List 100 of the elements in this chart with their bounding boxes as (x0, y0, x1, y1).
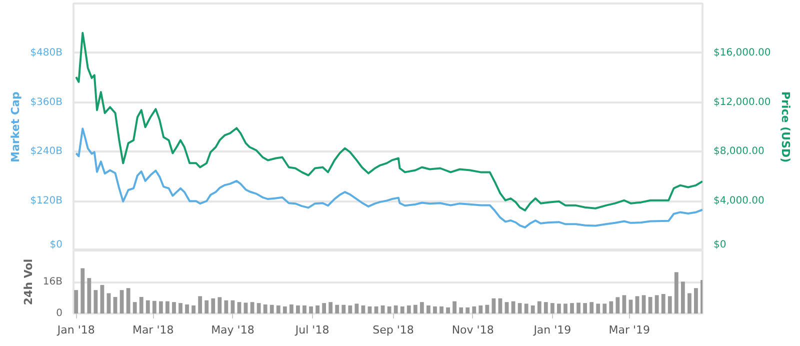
bar (354, 304, 359, 314)
bar (394, 305, 398, 314)
bar (342, 304, 346, 314)
y-tick-label: 16B (42, 276, 63, 288)
bar (674, 272, 678, 314)
bar (139, 296, 144, 314)
bar (590, 302, 594, 314)
bar (146, 300, 150, 314)
line-series (75, 32, 702, 212)
bar (406, 305, 411, 314)
bar (556, 304, 561, 314)
bar (530, 305, 535, 314)
bar (420, 302, 424, 314)
bar (335, 304, 340, 314)
x-tick-label: Jan '18 (56, 324, 95, 336)
bar (185, 304, 189, 314)
bar (152, 300, 156, 314)
x-tick-label: Jul '18 (294, 324, 330, 336)
bar (564, 304, 568, 314)
bar (400, 306, 404, 314)
bar (126, 288, 130, 314)
bar (668, 296, 672, 314)
bar (687, 293, 692, 314)
bar (426, 305, 430, 314)
y-tick-label: $480B (30, 47, 63, 58)
bar (635, 296, 640, 314)
y-axis-title: 24h Vol (22, 258, 35, 306)
bar (504, 302, 509, 314)
bar (132, 302, 137, 314)
bar (166, 301, 170, 314)
bar (244, 302, 248, 314)
bar (158, 301, 163, 314)
line-series (75, 128, 702, 228)
bar (289, 304, 294, 314)
bar (106, 293, 111, 314)
bar (550, 303, 554, 314)
bar (237, 302, 242, 314)
bar (628, 300, 633, 314)
bar (218, 297, 222, 314)
bar (282, 306, 287, 314)
y-axis-title: Market Cap (9, 92, 22, 162)
bar (472, 306, 476, 314)
x-tick-label: Sep '18 (372, 324, 414, 336)
bar (94, 290, 98, 314)
bar (524, 304, 528, 314)
bar (361, 305, 366, 314)
y2-tick-label: $12,000.00 (714, 96, 771, 108)
bar (256, 303, 261, 314)
bar (224, 300, 228, 314)
bar (648, 296, 652, 314)
bar (602, 304, 607, 314)
bar (204, 300, 209, 314)
y2-tick-label: $0 (714, 240, 726, 250)
bar (309, 306, 313, 314)
bar (263, 304, 268, 314)
bar (642, 295, 646, 314)
bar (544, 302, 548, 314)
bar (459, 307, 464, 314)
bar (80, 268, 85, 314)
bar (596, 304, 600, 314)
y-tick-label: $360B (30, 96, 63, 108)
x-tick-label: Nov '18 (452, 324, 494, 336)
bar (192, 305, 196, 314)
bar (296, 305, 300, 314)
bar (478, 305, 483, 314)
bar (348, 305, 352, 314)
bar (250, 302, 254, 314)
bar (446, 307, 450, 314)
bar (616, 297, 620, 314)
bar (680, 282, 685, 314)
bar (120, 290, 124, 314)
bar (172, 302, 176, 314)
bar (328, 302, 333, 314)
y-tick-label: $120B (30, 196, 63, 207)
y-tick-label: 0 (56, 308, 63, 319)
bar (661, 294, 666, 314)
y2-tick-label: $4,000.00 (714, 196, 764, 207)
y-tick-label: $0 (50, 240, 63, 250)
y2-tick-label: $8,000.00 (714, 146, 764, 158)
bar (654, 295, 659, 314)
bar (198, 296, 202, 314)
bar (440, 306, 444, 314)
x-tick-label: Mar '19 (608, 324, 650, 336)
bar (492, 298, 496, 314)
bar (694, 288, 698, 314)
y-tick-label: $240B (30, 146, 63, 158)
bar (302, 305, 306, 314)
bar (518, 303, 522, 314)
bar (537, 301, 542, 314)
bar (316, 305, 320, 314)
x-tick-label: Mar '18 (132, 324, 174, 336)
bar (583, 303, 588, 314)
bar (74, 290, 78, 314)
x-tick-label: Jan '19 (532, 324, 572, 336)
bar (576, 302, 580, 314)
bar (178, 303, 182, 314)
bar (276, 305, 280, 314)
bar (211, 298, 216, 314)
bar (322, 303, 326, 314)
x-tick-label: May '18 (211, 324, 254, 336)
